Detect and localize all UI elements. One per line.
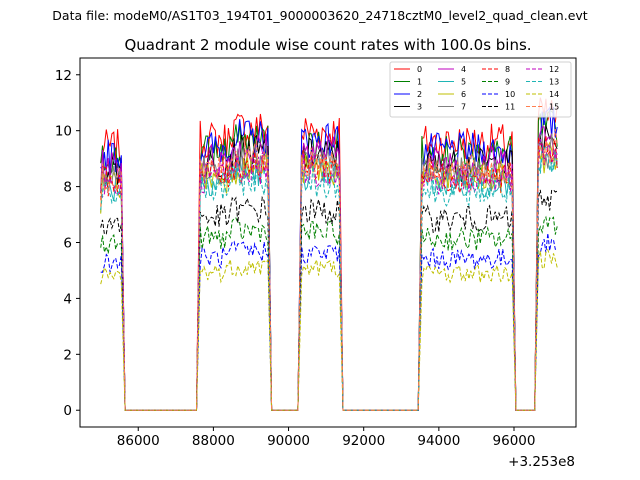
legend-label-14: 14 <box>549 90 559 99</box>
series-line-13 <box>100 152 558 411</box>
y-tick-label: 6 <box>63 236 72 252</box>
legend-label-15: 15 <box>549 103 559 112</box>
series-line-15 <box>100 129 558 411</box>
series-line-9 <box>100 215 558 411</box>
y-tick-label: 8 <box>63 180 72 196</box>
x-tick-label: 94000 <box>417 433 460 449</box>
y-tick-label: 12 <box>55 68 72 84</box>
legend-label-3: 3 <box>417 103 422 112</box>
x-tick-label: 86000 <box>117 433 160 449</box>
plot-lines <box>100 97 558 411</box>
x-offset-label: +3.253e8 <box>508 454 575 470</box>
legend-label-4: 4 <box>461 65 466 74</box>
legend-label-11: 11 <box>505 103 515 112</box>
chart-title: Quadrant 2 module wise count rates with … <box>124 36 531 54</box>
legend-label-6: 6 <box>461 90 466 99</box>
x-tick-label: 92000 <box>342 433 385 449</box>
x-tick-label: 90000 <box>267 433 310 449</box>
series-line-5 <box>100 144 558 411</box>
legend-label-0: 0 <box>417 65 422 74</box>
y-tick-label: 0 <box>63 403 72 419</box>
legend-label-12: 12 <box>549 65 559 74</box>
y-tick-label: 4 <box>63 291 72 307</box>
legend-label-8: 8 <box>505 65 510 74</box>
legend-label-13: 13 <box>549 78 559 87</box>
series-line-2 <box>100 106 558 411</box>
legend-label-10: 10 <box>505 90 515 99</box>
legend-label-2: 2 <box>417 90 422 99</box>
figure-suptitle: Data file: modeM0/AS1T03_194T01_90000036… <box>52 8 587 23</box>
y-tick-label: 10 <box>55 124 72 140</box>
series-line-8 <box>100 135 558 411</box>
series-line-10 <box>100 233 558 411</box>
series-line-11 <box>100 189 558 411</box>
series-line-14 <box>100 248 558 411</box>
y-tick-label: 2 <box>63 347 72 363</box>
legend-label-5: 5 <box>461 78 466 87</box>
legend-label-7: 7 <box>461 103 466 112</box>
series-line-7 <box>100 133 558 411</box>
legend-label-9: 9 <box>505 78 510 87</box>
x-tick-label: 88000 <box>192 433 235 449</box>
x-tick-label: 96000 <box>493 433 536 449</box>
legend-box <box>389 61 572 118</box>
legend-label-1: 1 <box>417 78 422 87</box>
